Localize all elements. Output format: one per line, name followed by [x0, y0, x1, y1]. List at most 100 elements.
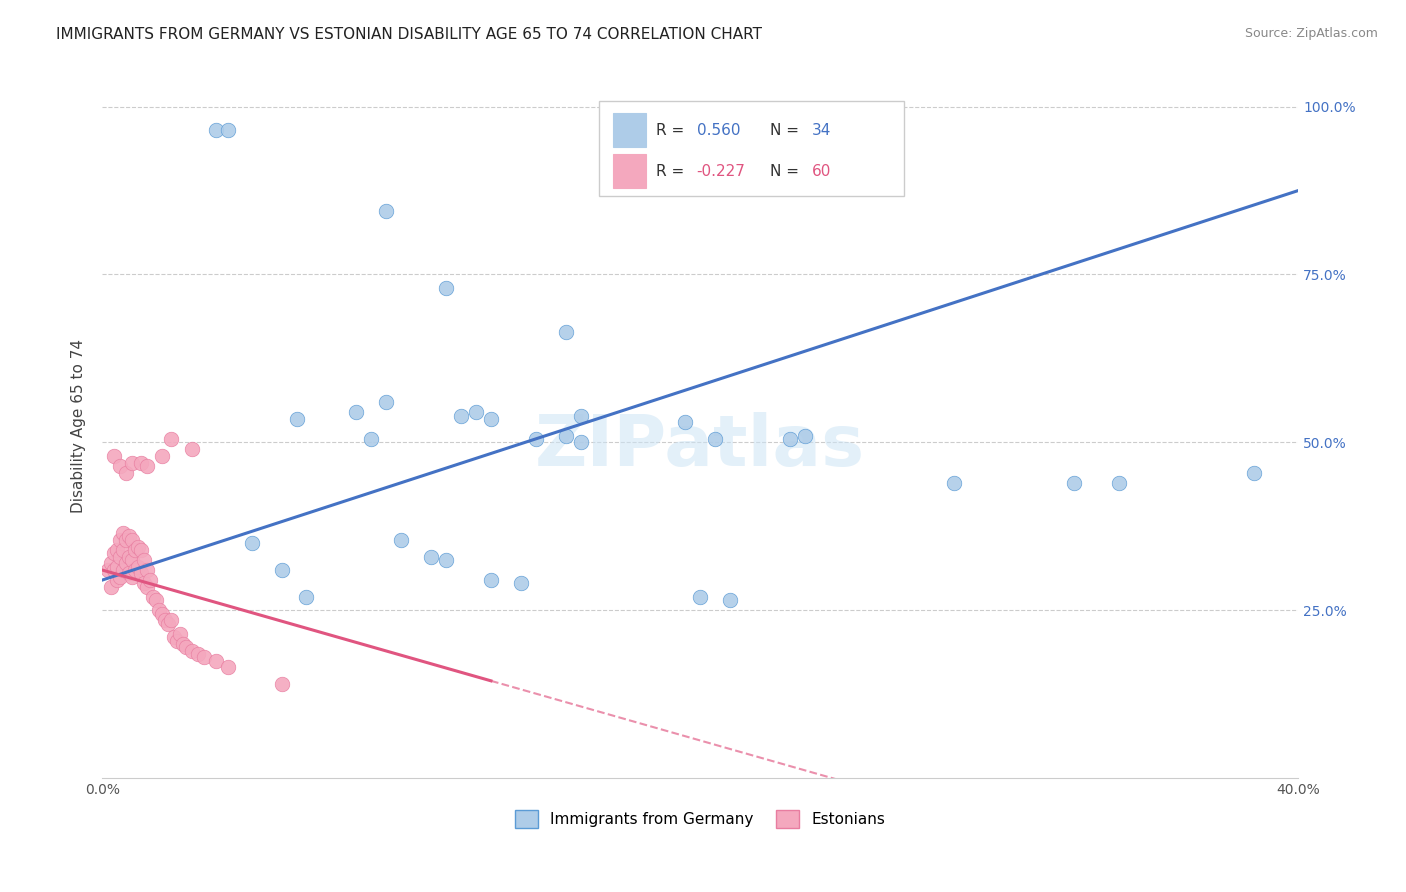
Point	[569, 409, 592, 423]
Point	[193, 650, 215, 665]
Point	[434, 553, 457, 567]
Point	[375, 395, 398, 409]
Text: 60: 60	[811, 163, 831, 178]
Point	[150, 449, 173, 463]
Point	[103, 449, 125, 463]
Text: 34: 34	[811, 122, 831, 137]
Point	[943, 475, 966, 490]
Point	[100, 580, 122, 594]
Point	[524, 432, 547, 446]
Point	[97, 563, 120, 577]
Point	[160, 613, 183, 627]
Text: R =: R =	[657, 122, 689, 137]
Point	[115, 466, 138, 480]
Text: -0.227: -0.227	[697, 163, 745, 178]
Point	[554, 428, 576, 442]
Point	[163, 630, 186, 644]
Text: R =: R =	[657, 163, 689, 178]
FancyBboxPatch shape	[613, 154, 647, 188]
Point	[124, 563, 146, 577]
Point	[794, 428, 817, 442]
Point	[145, 593, 167, 607]
Point	[779, 432, 801, 446]
Point	[121, 533, 143, 547]
Point	[124, 542, 146, 557]
Point	[108, 570, 131, 584]
Point	[465, 405, 488, 419]
Point	[112, 526, 135, 541]
Point	[344, 405, 367, 419]
Point	[166, 633, 188, 648]
Point	[156, 616, 179, 631]
Point	[129, 566, 152, 581]
FancyBboxPatch shape	[599, 101, 904, 196]
Point	[270, 563, 292, 577]
Point	[121, 456, 143, 470]
Text: N =: N =	[769, 122, 804, 137]
Point	[108, 533, 131, 547]
Point	[181, 442, 204, 456]
Point	[479, 573, 502, 587]
Point	[139, 573, 162, 587]
Point	[217, 660, 239, 674]
Point	[115, 533, 138, 547]
Point	[108, 458, 131, 473]
Point	[103, 546, 125, 560]
Point	[121, 570, 143, 584]
Point	[509, 576, 531, 591]
Point	[105, 542, 128, 557]
Point	[169, 627, 191, 641]
Point	[704, 432, 727, 446]
Point	[121, 553, 143, 567]
Point	[103, 563, 125, 577]
Point	[1243, 466, 1265, 480]
Point	[105, 559, 128, 574]
Point	[1063, 475, 1085, 490]
Point	[205, 654, 228, 668]
Point	[148, 603, 170, 617]
Point	[172, 637, 194, 651]
Text: ZIPatlas: ZIPatlas	[536, 412, 865, 482]
Point	[136, 458, 159, 473]
Point	[434, 281, 457, 295]
Point	[112, 542, 135, 557]
Text: IMMIGRANTS FROM GERMANY VS ESTONIAN DISABILITY AGE 65 TO 74 CORRELATION CHART: IMMIGRANTS FROM GERMANY VS ESTONIAN DISA…	[56, 27, 762, 42]
Point	[105, 573, 128, 587]
Point	[115, 556, 138, 570]
Point	[136, 580, 159, 594]
Point	[153, 613, 176, 627]
Point	[160, 432, 183, 446]
Point	[1108, 475, 1130, 490]
Point	[181, 643, 204, 657]
Point	[240, 536, 263, 550]
Point	[150, 607, 173, 621]
Y-axis label: Disability Age 65 to 74: Disability Age 65 to 74	[72, 339, 86, 513]
Point	[360, 432, 382, 446]
Point	[718, 593, 741, 607]
Point	[129, 542, 152, 557]
Point	[174, 640, 197, 655]
Point	[420, 549, 443, 564]
Point	[129, 456, 152, 470]
Point	[673, 415, 696, 429]
Point	[285, 412, 308, 426]
Point	[142, 590, 165, 604]
Text: Source: ZipAtlas.com: Source: ZipAtlas.com	[1244, 27, 1378, 40]
Point	[100, 556, 122, 570]
Point	[136, 563, 159, 577]
Point	[127, 540, 149, 554]
Point	[217, 123, 239, 137]
Point	[205, 123, 228, 137]
Point	[118, 529, 141, 543]
Point	[569, 435, 592, 450]
Point	[132, 576, 155, 591]
FancyBboxPatch shape	[613, 113, 647, 147]
Point	[450, 409, 472, 423]
Point	[108, 549, 131, 564]
Point	[112, 563, 135, 577]
Point	[479, 412, 502, 426]
Point	[270, 677, 292, 691]
Point	[132, 553, 155, 567]
Point	[187, 647, 209, 661]
Point	[389, 533, 412, 547]
